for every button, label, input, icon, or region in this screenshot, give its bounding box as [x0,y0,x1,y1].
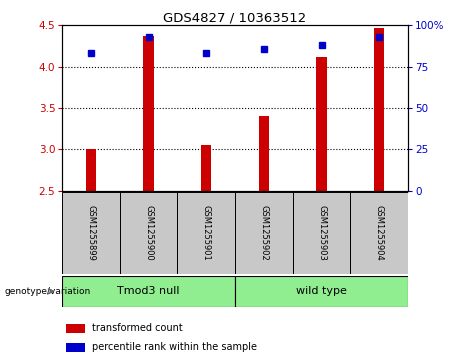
Text: GSM1255900: GSM1255900 [144,205,153,261]
Bar [65,343,85,352]
Bar [259,116,269,191]
Bar [143,36,154,191]
Bar [235,192,293,274]
Text: GSM1255902: GSM1255902 [260,205,268,261]
Bar [293,192,350,274]
Bar [350,192,408,274]
Bar [235,276,408,307]
Bar [374,28,384,191]
Title: GDS4827 / 10363512: GDS4827 / 10363512 [164,11,307,24]
Text: percentile rank within the sample: percentile rank within the sample [92,342,257,352]
Bar [62,276,235,307]
Text: GSM1255899: GSM1255899 [87,205,95,261]
Bar [316,57,327,191]
Bar [120,192,177,274]
Bar [86,149,96,191]
Text: transformed count: transformed count [92,323,183,333]
Text: GSM1255904: GSM1255904 [375,205,384,261]
Bar [201,145,212,191]
Text: Tmod3 null: Tmod3 null [118,286,180,296]
Bar [177,192,235,274]
Text: GSM1255903: GSM1255903 [317,205,326,261]
Bar [65,324,85,333]
Bar [62,192,120,274]
Text: GSM1255901: GSM1255901 [202,205,211,261]
Text: wild type: wild type [296,286,347,296]
Text: genotype/variation: genotype/variation [5,287,91,296]
